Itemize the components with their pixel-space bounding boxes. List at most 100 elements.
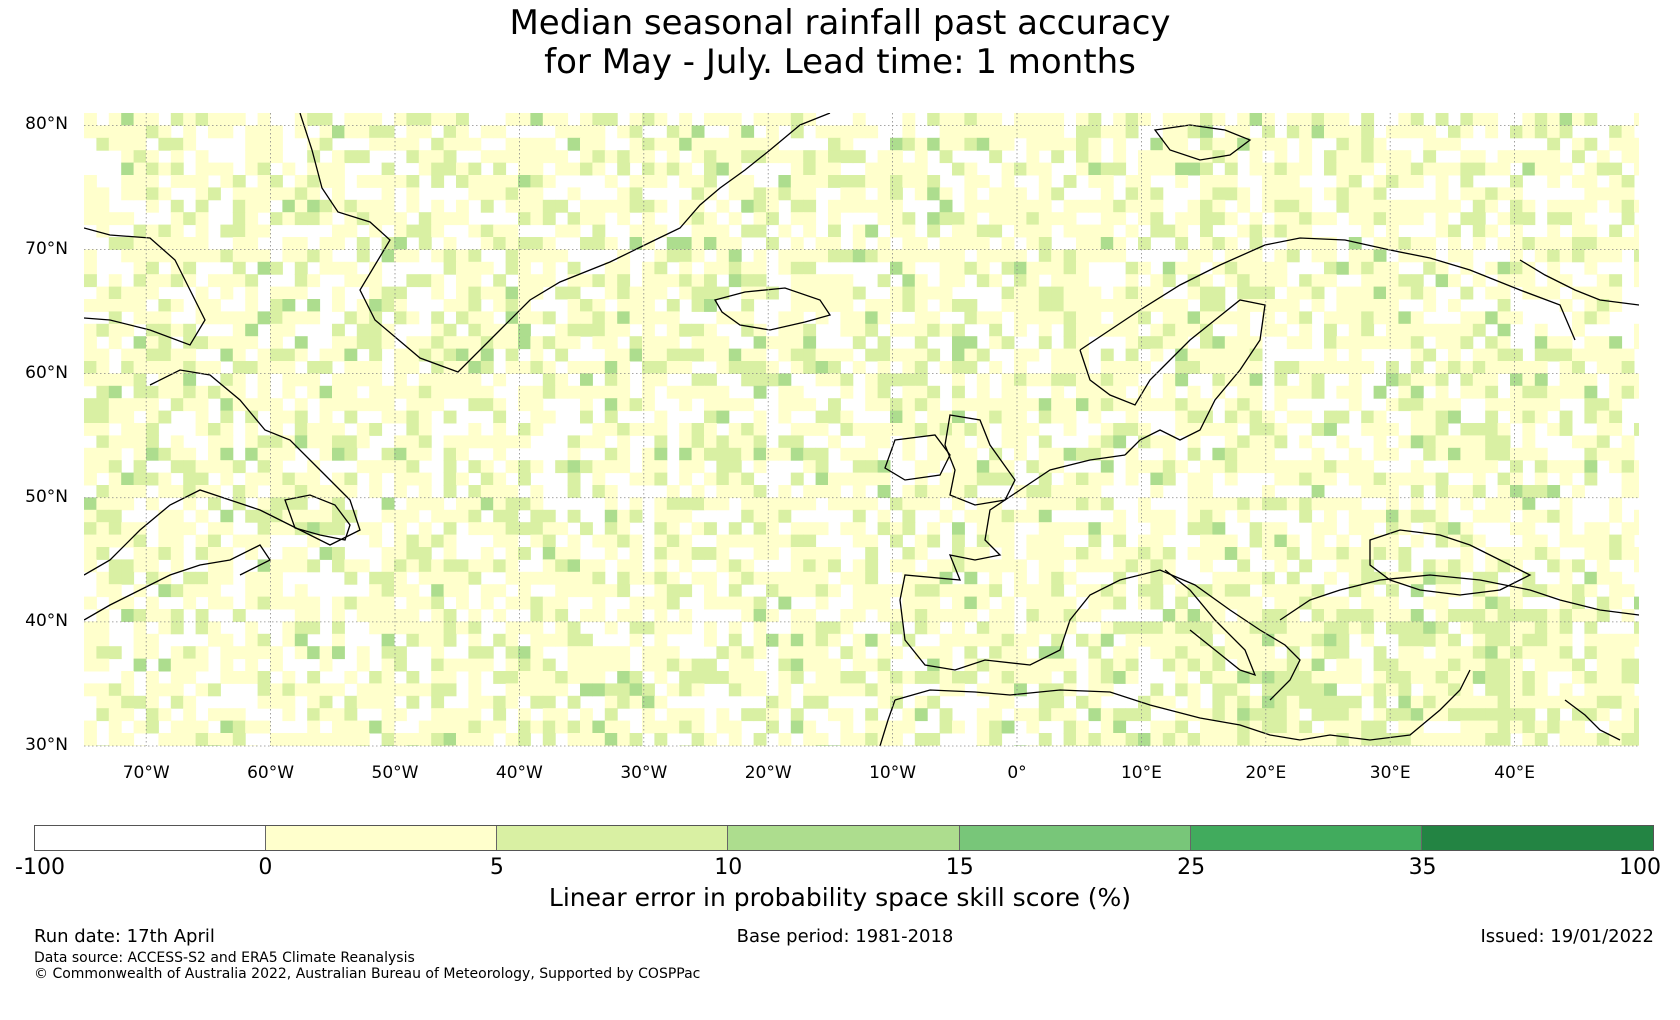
skill-cell	[1150, 720, 1164, 734]
skill-cell	[1609, 584, 1623, 598]
skill-cell	[1435, 658, 1449, 672]
skill-cell	[592, 361, 606, 374]
skill-cell	[356, 311, 370, 325]
skill-cell	[518, 720, 531, 734]
skill-cell	[319, 447, 333, 461]
skill-cell	[865, 323, 879, 337]
skill-cell	[108, 125, 122, 139]
skill-cell	[1076, 323, 1089, 337]
skill-cell	[394, 534, 407, 548]
skill-cell	[108, 485, 122, 498]
skill-cell	[654, 361, 668, 374]
skill-cell	[1584, 336, 1598, 350]
skill-cell	[542, 199, 556, 213]
skill-cell	[220, 522, 234, 536]
skill-cell	[852, 497, 866, 511]
skill-cell	[530, 175, 544, 188]
skill-cell	[952, 596, 965, 610]
skill-cell	[381, 385, 395, 399]
skill-cell	[1324, 237, 1337, 250]
skill-cell	[1621, 708, 1635, 722]
skill-cell	[1200, 584, 1213, 598]
skill-cell	[902, 274, 916, 288]
skill-cell	[468, 683, 482, 697]
skill-cell	[1510, 547, 1523, 560]
skill-cell	[1224, 435, 1238, 449]
skill-cell	[1262, 261, 1275, 275]
skill-cell	[406, 671, 420, 684]
skill-cell	[716, 485, 730, 498]
skill-cell	[1162, 150, 1176, 164]
skill-cell	[580, 137, 593, 151]
skill-cell	[1038, 261, 1052, 275]
skill-cell	[1522, 497, 1536, 511]
skill-cell	[741, 646, 755, 660]
skill-cell	[344, 348, 358, 362]
skill-cell	[493, 534, 507, 548]
skill-cell	[468, 311, 482, 325]
skill-cell	[480, 348, 494, 362]
skill-cell	[108, 745, 122, 746]
skill-cell	[1088, 522, 1102, 536]
skill-cell	[1534, 472, 1548, 486]
skill-cell	[542, 150, 556, 164]
skill-cell	[170, 658, 184, 672]
skill-cell	[270, 323, 283, 337]
skill-cell	[741, 509, 755, 523]
skill-cell	[1634, 150, 1639, 164]
skill-cell	[183, 137, 197, 151]
skill-cell	[815, 286, 829, 300]
skill-cell	[1547, 274, 1561, 288]
base-period: Base period: 1981-2018	[736, 926, 954, 947]
skill-cell	[592, 559, 606, 573]
skill-cell	[84, 299, 97, 312]
skill-cell	[1100, 596, 1114, 610]
skill-cell	[1348, 249, 1362, 263]
skill-cell	[493, 472, 507, 486]
skill-cell	[617, 609, 631, 622]
skill-cell	[1001, 261, 1015, 275]
skill-cell	[790, 212, 804, 226]
skill-cell	[394, 348, 407, 362]
skill-cell	[939, 509, 953, 523]
skill-cell	[1572, 609, 1585, 622]
skill-cell	[1596, 435, 1610, 449]
skill-cell	[1410, 621, 1424, 635]
skill-cell	[840, 646, 854, 660]
skill-cell	[852, 336, 866, 350]
skill-cell	[1423, 323, 1437, 337]
skill-cell	[1100, 708, 1114, 722]
skill-cell	[580, 609, 593, 622]
skill-cell	[1038, 621, 1052, 635]
skill-cell	[1150, 646, 1164, 660]
skill-cell	[964, 447, 978, 461]
skill-cell	[1299, 559, 1313, 573]
skill-cell	[1100, 497, 1114, 511]
skill-cell	[1485, 509, 1499, 523]
skill-cell	[1237, 695, 1251, 709]
skill-cell	[1311, 733, 1325, 746]
skill-cell	[1497, 658, 1511, 672]
skill-cell	[1348, 299, 1362, 312]
skill-cell	[108, 708, 122, 722]
skill-cell	[307, 385, 321, 399]
skill-cell	[1026, 212, 1040, 226]
skill-cell	[208, 497, 221, 511]
skill-cell	[803, 609, 817, 622]
skill-cell	[1237, 571, 1251, 585]
skill-cell	[1324, 348, 1337, 362]
skill-cell	[108, 683, 122, 697]
skill-cell	[1138, 336, 1151, 350]
skill-cell	[914, 336, 928, 350]
skill-cell	[1113, 113, 1127, 126]
skill-cell	[394, 286, 407, 300]
skill-cell	[1237, 708, 1251, 722]
skill-cell	[654, 261, 668, 275]
skill-cell	[133, 311, 147, 325]
skill-cell	[902, 212, 916, 226]
skill-cell	[902, 286, 916, 300]
skill-cell	[654, 621, 668, 635]
skill-cell	[704, 150, 717, 164]
skill-cell	[1224, 733, 1238, 746]
skill-cell	[567, 695, 581, 709]
